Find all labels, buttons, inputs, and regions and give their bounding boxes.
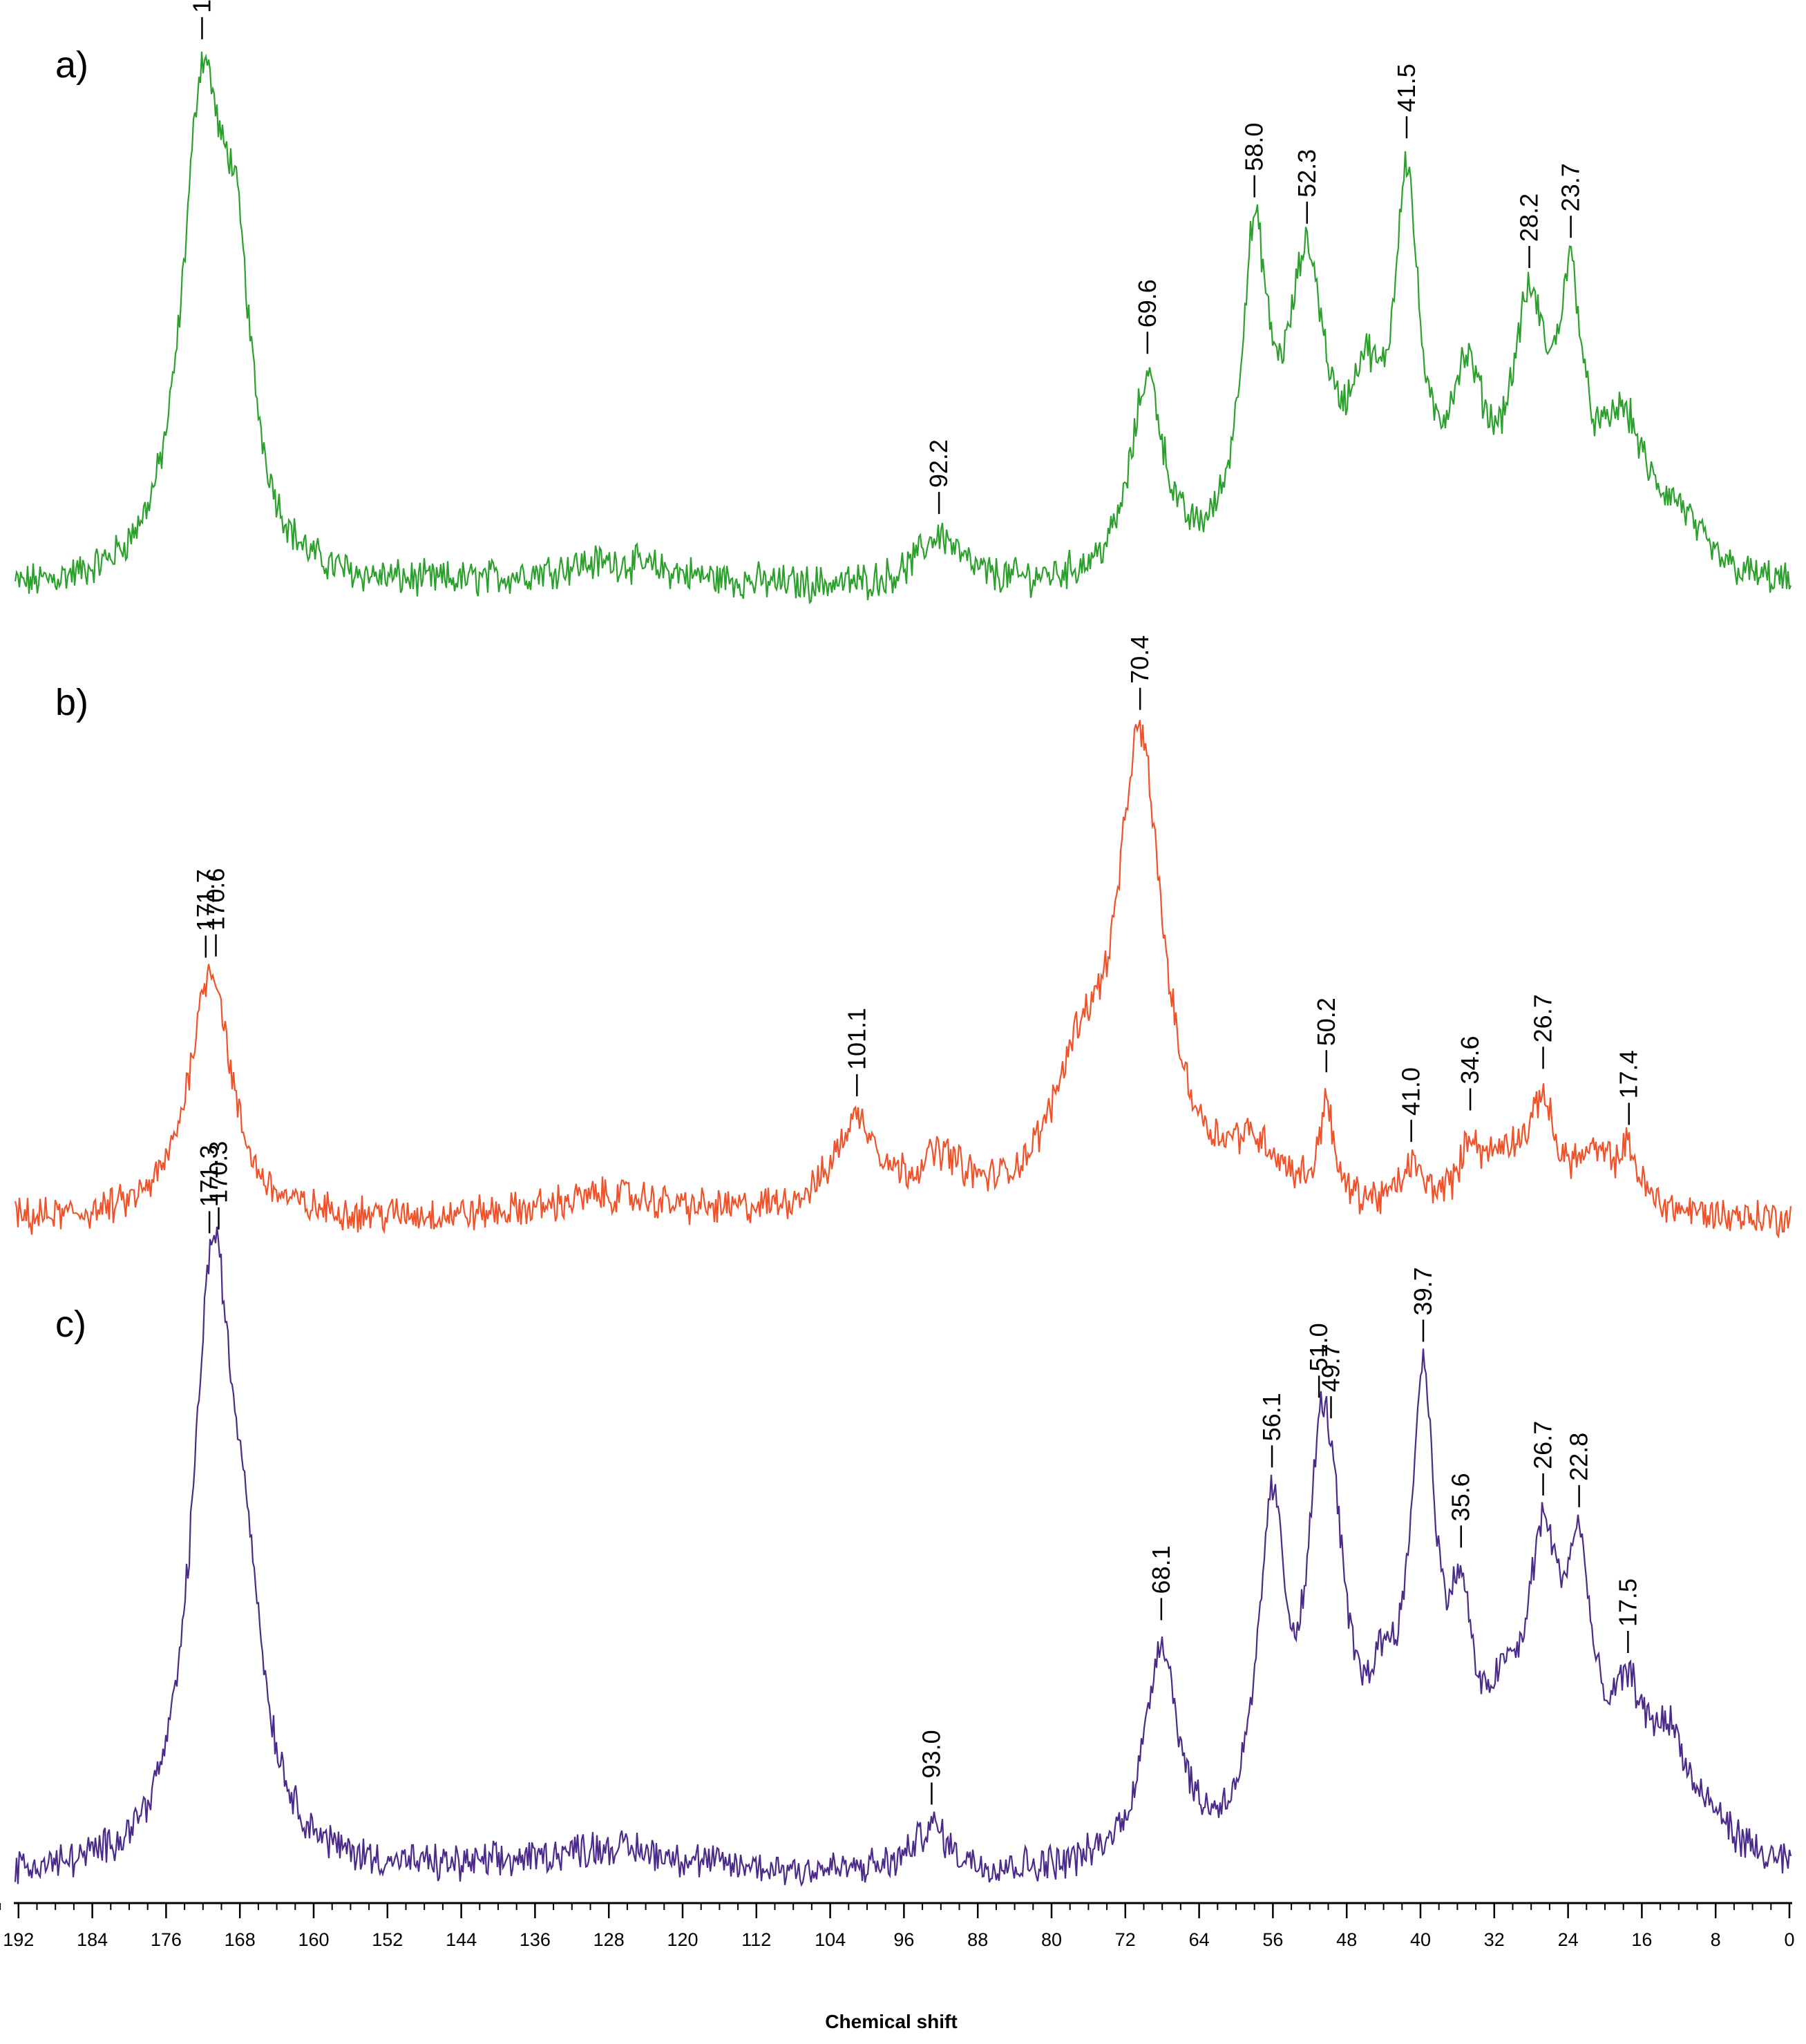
x-tick-label: 168	[225, 1929, 256, 1950]
panel-label: a)	[55, 44, 88, 86]
peak-label: 34.6	[1456, 1035, 1484, 1084]
peak-label: 41.5	[1392, 64, 1420, 112]
peak-label: 52.3	[1293, 149, 1321, 198]
peak-label: 171.7	[191, 869, 220, 931]
panel-label: b)	[55, 682, 88, 723]
spectrum-trace	[14, 720, 1792, 1239]
x-tick-label: 32	[1484, 1929, 1505, 1950]
peak-label: 23.7	[1557, 163, 1585, 211]
x-tick-label: 72	[1115, 1929, 1136, 1950]
x-tick-label: 40	[1410, 1929, 1431, 1950]
peak-label: 170.3	[204, 1141, 232, 1203]
x-tick-label: 56	[1262, 1929, 1283, 1950]
x-tick-label: 144	[446, 1929, 477, 1950]
peak-label: 50.2	[1312, 997, 1340, 1046]
spectrum-trace	[14, 51, 1792, 604]
x-tick-label: 152	[372, 1929, 403, 1950]
x-axis-title: Chemical shift	[825, 2011, 957, 2032]
peak-label: 17.5	[1613, 1578, 1642, 1627]
peak-label: 51.0	[1304, 1323, 1333, 1371]
x-tick-label: 136	[520, 1929, 551, 1950]
spectra-panels: a) 172.1 92.2 69.6 58.0 52.3 41.5 28.2 23.7 b) 171…	[14, 0, 1792, 1887]
peak-label: 92.2	[924, 439, 953, 488]
spectrum-panel-1: a) 172.1 92.2 69.6 58.0 52.3 41.5 28.2 23.7	[14, 0, 1792, 604]
peak-label: 26.7	[1529, 1421, 1557, 1469]
peak-label: 17.4	[1615, 1050, 1643, 1098]
peak-label: 28.2	[1515, 193, 1543, 242]
x-tick-label: 104	[815, 1929, 846, 1950]
peak-label: 170.6	[201, 868, 229, 930]
peak-label: 68.1	[1147, 1545, 1175, 1594]
x-tick-label: 112	[741, 1929, 771, 1950]
x-axis: 192 184 176 168 160 152 144 136 128 120 112 104 96 88…	[0, 1902, 1795, 1950]
x-tick-label: 160	[298, 1929, 329, 1950]
x-tick-label: 176	[151, 1929, 182, 1950]
x-tick-label: 96	[893, 1929, 914, 1950]
peak-label: 70.4	[1125, 636, 1154, 684]
peak-label: 26.7	[1529, 994, 1557, 1042]
peak-label: 58.0	[1240, 123, 1268, 171]
x-tick-label: 0	[1784, 1929, 1794, 1950]
peak-label: 56.1	[1257, 1393, 1286, 1441]
peak-label: 35.6	[1447, 1473, 1475, 1521]
peak-label: 39.7	[1409, 1267, 1437, 1315]
x-tick-label: 8	[1711, 1929, 1721, 1950]
panel-label: c)	[55, 1303, 86, 1345]
peak-label: 172.1	[187, 0, 216, 13]
peak-label: 93.0	[917, 1730, 945, 1778]
peak-label: 49.7	[1317, 1344, 1345, 1392]
x-tick-label: 64	[1189, 1929, 1210, 1950]
peak-label: 41.0	[1397, 1067, 1425, 1116]
peak-label: 171.3	[195, 1145, 223, 1207]
x-tick-label: 184	[77, 1929, 108, 1950]
x-tick-label: 88	[967, 1929, 988, 1950]
x-tick-label: 192	[3, 1929, 34, 1950]
spectrum-trace	[14, 1226, 1792, 1887]
x-tick-label: 24	[1558, 1929, 1579, 1950]
peak-label: 69.6	[1133, 279, 1161, 327]
peak-label: 22.8	[1565, 1433, 1593, 1481]
peak-label: 101.1	[842, 1008, 871, 1070]
x-tick-label: 128	[593, 1929, 625, 1950]
x-tick-label: 48	[1336, 1929, 1357, 1950]
x-tick-label: 80	[1041, 1929, 1062, 1950]
x-tick-label: 16	[1631, 1929, 1652, 1950]
x-tick-label: 120	[667, 1929, 698, 1950]
